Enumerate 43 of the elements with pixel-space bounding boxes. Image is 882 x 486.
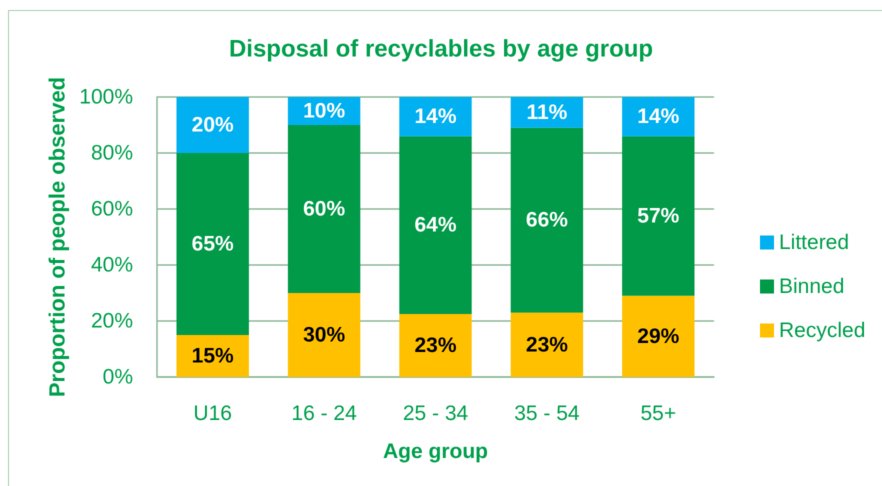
bar (288, 125, 360, 293)
data-label: 10% (303, 100, 346, 122)
data-label: 29% (637, 324, 680, 348)
data-label: 30% (303, 324, 346, 346)
legend-label: Littered (779, 231, 850, 254)
data-label: 20% (192, 114, 234, 136)
legend-label: Binned (779, 275, 844, 298)
bar (176, 335, 249, 377)
y-tick-label: 20% (90, 310, 133, 332)
data-label: 14% (414, 105, 457, 128)
legend-label: Recycled (779, 319, 866, 342)
bar (176, 97, 249, 153)
bar (399, 136, 472, 314)
x-tick-label: U16 (193, 402, 232, 425)
x-axis-title: Age group (383, 440, 488, 463)
y-tick-label: 0% (102, 366, 133, 388)
data-label: 65% (192, 232, 234, 256)
data-label: 15% (192, 344, 234, 368)
bar (288, 293, 360, 377)
bar (622, 136, 695, 296)
data-label: 66% (526, 208, 568, 232)
data-label: 14% (637, 105, 680, 128)
data-label: 11% (526, 100, 568, 124)
bar (399, 314, 472, 377)
chart-title: Disposal of recyclables by age group (228, 36, 654, 62)
data-label: 23% (414, 334, 457, 357)
bar (510, 128, 584, 313)
bar (510, 312, 584, 377)
y-tick-label: 80% (90, 142, 133, 164)
y-tick-label: 40% (90, 254, 133, 276)
data-label: 64% (414, 214, 457, 237)
x-tick-label: 25 - 34 (402, 402, 469, 425)
y-tick-label: 100% (79, 86, 133, 108)
x-tick-label: 55+ (640, 402, 676, 425)
data-label: 23% (526, 333, 568, 356)
bar (622, 296, 695, 377)
data-label: 60% (303, 198, 346, 220)
y-axis-title: Proportion of people observed (44, 76, 70, 398)
x-tick-label: 35 - 54 (514, 402, 580, 425)
data-label: 57% (637, 204, 680, 228)
x-tick-label: 16 - 24 (291, 402, 358, 425)
y-tick-label: 60% (90, 198, 133, 220)
bar (176, 153, 249, 335)
